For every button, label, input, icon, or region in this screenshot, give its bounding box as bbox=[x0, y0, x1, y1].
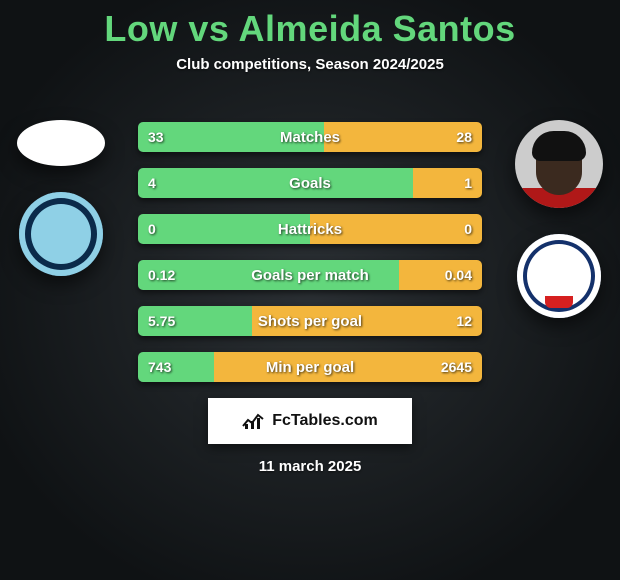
stat-bar-left bbox=[138, 352, 214, 382]
stat-row: Goals per match0.120.04 bbox=[138, 260, 482, 290]
page-subtitle: Club competitions, Season 2024/2025 bbox=[0, 56, 620, 73]
club-badge-left: WYCOMBE WANDERERS bbox=[19, 192, 103, 276]
right-column: B W F C bbox=[504, 120, 614, 318]
brand-chart-icon bbox=[242, 412, 264, 430]
stat-row: Shots per goal5.7512 bbox=[138, 306, 482, 336]
stat-bar-right bbox=[214, 352, 482, 382]
stat-bar-right bbox=[413, 168, 482, 198]
player-avatar-right bbox=[515, 120, 603, 208]
stat-bar-left bbox=[138, 122, 324, 152]
stat-bars: Matches3328 Goals41 Hattricks00 Goals per m… bbox=[138, 122, 482, 382]
player-avatar-left bbox=[17, 120, 105, 166]
stat-bar-left bbox=[138, 168, 413, 198]
comparison-layout: WYCOMBE WANDERERS Matches3328 Goals41 Hatt… bbox=[0, 108, 620, 388]
stat-bar-left bbox=[138, 260, 399, 290]
page-title: Low vs Almeida Santos bbox=[0, 0, 620, 50]
stat-bar-right bbox=[324, 122, 482, 152]
stat-bar-left bbox=[138, 306, 252, 336]
stat-bar-left bbox=[138, 214, 310, 244]
stat-row: Goals41 bbox=[138, 168, 482, 198]
stat-bar-right bbox=[310, 214, 482, 244]
date-label: 11 march 2025 bbox=[0, 458, 620, 475]
left-column: WYCOMBE WANDERERS bbox=[6, 120, 116, 276]
brand-text: FcTables.com bbox=[272, 412, 378, 430]
stat-bar-right bbox=[252, 306, 482, 336]
stat-row: Matches3328 bbox=[138, 122, 482, 152]
stat-bar-right bbox=[399, 260, 482, 290]
stat-row: Min per goal7432645 bbox=[138, 352, 482, 382]
stat-row: Hattricks00 bbox=[138, 214, 482, 244]
club-badge-right: B W F C bbox=[517, 234, 601, 318]
brand-badge: FcTables.com bbox=[208, 398, 412, 444]
